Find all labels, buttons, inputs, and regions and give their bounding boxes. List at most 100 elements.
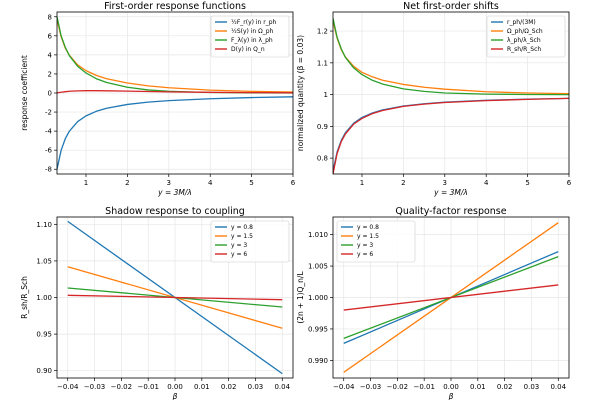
y-tick-label: 1.00 bbox=[36, 294, 52, 302]
chart-title: First-order response functions bbox=[104, 1, 246, 12]
y-tick-label: 4 bbox=[48, 51, 53, 59]
x-tick-label: 0.02 bbox=[497, 383, 513, 391]
legend-entry: y = 0.8 bbox=[357, 224, 379, 231]
x-tick-label: 0.01 bbox=[470, 383, 486, 391]
chart-4: −0.04 −0.03 −0.02 −0.01 0.00 0.01 0.02 0.03 0.04… bbox=[296, 206, 570, 400]
x-tick-label: −0.02 bbox=[111, 383, 132, 391]
y-tick-label: 1.000 bbox=[308, 294, 328, 302]
x-tick-label: −0.01 bbox=[413, 383, 434, 391]
legend-entry: y = 3 bbox=[231, 242, 247, 249]
x-tick-label: 1 bbox=[84, 179, 88, 187]
y-tick-label: 1.005 bbox=[308, 263, 328, 271]
legend-box bbox=[486, 15, 566, 58]
legend-entry: ½F_r(y) in r_ph bbox=[231, 19, 277, 26]
y-axis-label: R_sh/R_Sch bbox=[20, 276, 29, 319]
y-tick-label: -2 bbox=[45, 109, 52, 117]
legend-entry: y = 1.5 bbox=[231, 233, 253, 240]
x-tick-label: −0.03 bbox=[84, 383, 105, 391]
x-tick-label: 4 bbox=[484, 179, 489, 187]
y-tick-label: 1.10 bbox=[36, 221, 52, 229]
chart-2: 1 2 3 4 5 6 0.8 0.9 1 1.1 1.2 Net first-order shift… bbox=[296, 1, 572, 197]
x-tick-label: 0.04 bbox=[274, 383, 290, 391]
y-axis-label: (2n + 1)Q_n/L bbox=[296, 271, 305, 324]
x-tick-label: 1 bbox=[360, 179, 364, 187]
series-line-1 bbox=[57, 96, 293, 170]
x-tick-label: −0.01 bbox=[137, 383, 158, 391]
x-tick-label: 0.00 bbox=[443, 383, 459, 391]
x-tick-label: 0.02 bbox=[221, 383, 237, 391]
legend-box bbox=[336, 220, 416, 263]
legend: y = 0.8 y = 1.5 y = 3 y = 6 bbox=[336, 220, 416, 263]
plot-frame bbox=[332, 11, 570, 175]
x-tick-label: 4 bbox=[208, 179, 213, 187]
legend-entry: y = 1.5 bbox=[357, 233, 379, 240]
legend-entry: ½S(y) in Ω_ph bbox=[231, 28, 274, 35]
y-tick-label: 0.990 bbox=[308, 357, 328, 365]
series-line-1 bbox=[333, 97, 569, 171]
legend-entry: y = 6 bbox=[231, 251, 247, 258]
legend: ½F_r(y) in r_ph ½S(y) in Ω_ph F_λ(y) in λ_… bbox=[210, 15, 290, 58]
y-tick-label: 0.8 bbox=[317, 155, 328, 163]
x-tick-label: 0.03 bbox=[248, 383, 264, 391]
series-line-4 bbox=[343, 284, 559, 311]
x-tick-label: 0.03 bbox=[524, 383, 540, 391]
x-tick-label: 0.00 bbox=[167, 383, 183, 391]
legend-entry: r_ph/(3M) bbox=[507, 19, 536, 26]
x-tick-label: 2 bbox=[401, 179, 405, 187]
x-axis-label: y = 3M/λ bbox=[433, 188, 468, 197]
x-tick-label: −0.03 bbox=[360, 383, 381, 391]
series-line-3 bbox=[333, 18, 569, 96]
series-line-4 bbox=[333, 97, 569, 174]
x-tick-label: 0.01 bbox=[194, 383, 210, 391]
x-tick-label: 3 bbox=[167, 179, 171, 187]
x-tick-label: 6 bbox=[291, 179, 296, 187]
legend-box bbox=[210, 220, 290, 263]
y-tick-label: -6 bbox=[45, 147, 53, 155]
x-tick-label: −0.04 bbox=[57, 383, 79, 391]
legend-entry: D(y) in Q_n bbox=[231, 46, 265, 53]
legend-entry: y = 6 bbox=[357, 251, 373, 258]
y-tick-label: 1.05 bbox=[36, 257, 52, 265]
chart-title: Shadow response to coupling bbox=[105, 206, 245, 217]
y-tick-label: 1.010 bbox=[308, 231, 328, 239]
chart-title: Quality-factor response bbox=[395, 206, 506, 217]
chart-1: 1 2 3 4 5 6 -8 -6 -4 -2 0 2 4 6 8 First-order response … bbox=[20, 1, 296, 197]
x-tick-label: −0.04 bbox=[333, 383, 355, 391]
y-tick-label: 1.2 bbox=[317, 28, 328, 36]
legend-entry: λ_ph/λ_Sch bbox=[507, 37, 541, 44]
y-tick-label: 0.95 bbox=[36, 331, 52, 339]
y-tick-label: 1.1 bbox=[317, 59, 328, 67]
y-tick-label: -8 bbox=[45, 166, 52, 174]
legend-box bbox=[210, 15, 290, 58]
y-tick-label: 0.995 bbox=[308, 325, 328, 333]
legend-entry: F_λ(y) in λ_ph bbox=[231, 37, 273, 44]
y-tick-label: 8 bbox=[48, 13, 52, 21]
y-axis-label: normalized quantity (β = 0.03) bbox=[296, 35, 305, 151]
series-line-4 bbox=[57, 90, 293, 94]
x-tick-label: −0.02 bbox=[387, 383, 408, 391]
x-axis-label: y = 3M/λ bbox=[157, 188, 192, 197]
x-axis-label: β bbox=[449, 392, 454, 400]
legend-entry: R_sh/R_Sch bbox=[507, 46, 541, 53]
y-axis-label: response coefficient bbox=[20, 55, 29, 131]
legend: y = 0.8 y = 1.5 y = 3 y = 6 bbox=[210, 220, 290, 263]
series-line-4 bbox=[67, 294, 283, 301]
legend: r_ph/(3M) Ω_ph/Ω_Sch λ_ph/λ_Sch R_sh/R_Sch bbox=[486, 15, 566, 58]
y-tick-label: 1 bbox=[324, 91, 328, 99]
x-tick-label: 5 bbox=[249, 179, 253, 187]
chart-3: −0.04 −0.03 −0.02 −0.01 0.00 0.01 0.02 0.03 0.04… bbox=[20, 206, 294, 400]
y-tick-label: 6 bbox=[48, 32, 53, 40]
legend-entry: y = 0.8 bbox=[231, 224, 253, 231]
x-tick-label: 5 bbox=[525, 179, 529, 187]
legend-entry: y = 3 bbox=[357, 242, 373, 249]
chart-title: Net first-order shifts bbox=[403, 1, 499, 12]
x-tick-label: 0.04 bbox=[550, 383, 566, 391]
y-tick-label: -4 bbox=[45, 128, 53, 136]
y-tick-label: 0.9 bbox=[317, 123, 328, 131]
x-tick-label: 2 bbox=[125, 179, 129, 187]
y-tick-label: 0.90 bbox=[36, 367, 52, 375]
legend-entry: Ω_ph/Ω_Sch bbox=[507, 28, 543, 35]
x-tick-label: 3 bbox=[443, 179, 447, 187]
y-tick-label: 0 bbox=[48, 90, 52, 98]
x-axis-label: β bbox=[173, 392, 178, 400]
